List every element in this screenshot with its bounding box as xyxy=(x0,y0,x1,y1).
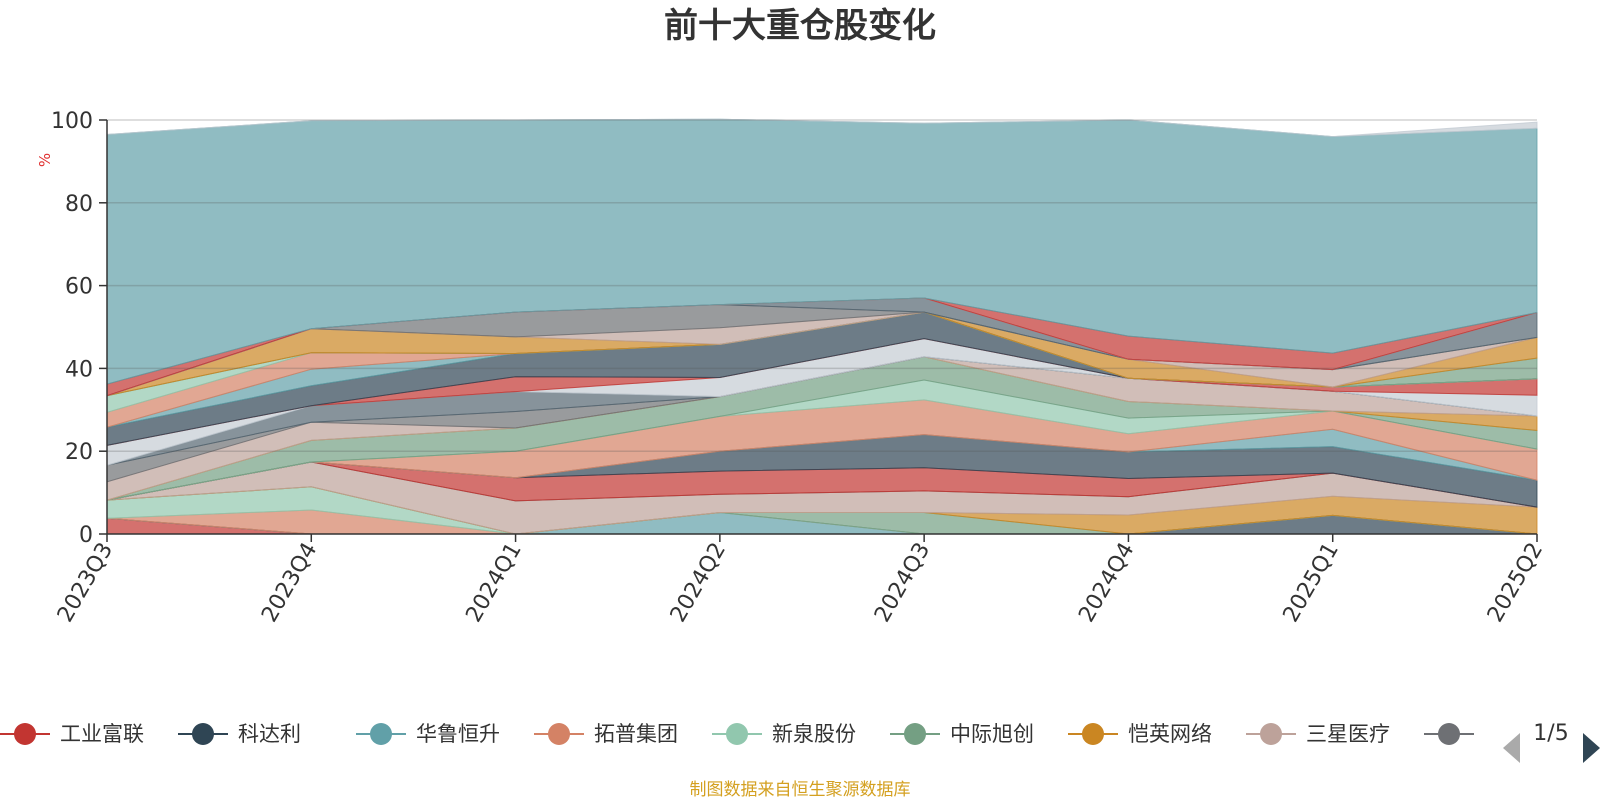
legend-marker-0 xyxy=(14,723,36,745)
legend-item-8[interactable]: 神火股份 xyxy=(1424,722,1568,746)
x-tick-label-2: 2024Q1 xyxy=(461,539,526,627)
chart-title: 前十大重仓股变化 xyxy=(664,6,936,46)
area-series-33 xyxy=(106,118,1538,138)
legend-marker-3 xyxy=(548,723,570,745)
legend-item-7[interactable]: 三星医疗 xyxy=(1246,722,1390,746)
legend-item-0[interactable]: 工业富联 xyxy=(0,722,144,746)
y-tick-label-4: 80 xyxy=(65,192,93,217)
legend-label-0: 工业富联 xyxy=(60,722,144,746)
y-tick-label-0: 0 xyxy=(79,523,93,548)
legend-next-icon[interactable] xyxy=(1583,733,1600,763)
legend-label-2: 华鲁恒升 xyxy=(416,722,500,746)
x-tick-label-5: 2024Q4 xyxy=(1074,539,1139,627)
legend-label-6: 恺英网络 xyxy=(1128,722,1212,746)
legend-item-3[interactable]: 拓普集团 xyxy=(534,722,678,746)
legend-marker-8 xyxy=(1438,723,1460,745)
legend-marker-7 xyxy=(1260,723,1282,745)
legend-label-4: 新泉股份 xyxy=(772,722,856,746)
x-tick-label-0: 2023Q3 xyxy=(53,539,118,627)
legend-marker-2 xyxy=(370,723,392,745)
legend-label-3: 拓普集团 xyxy=(594,722,678,746)
stacked-areas xyxy=(106,118,1538,535)
y-tick-label-3: 60 xyxy=(65,275,93,300)
legend-item-6[interactable]: 恺英网络 xyxy=(1068,722,1212,746)
x-tick-label-6: 2025Q1 xyxy=(1279,539,1344,627)
legend-pager[interactable]: 1/5 xyxy=(1503,721,1600,763)
legend-item-1[interactable]: 科达利 xyxy=(178,722,301,746)
x-tick-label-3: 2024Q2 xyxy=(666,539,731,627)
legend-marker-6 xyxy=(1082,723,1104,745)
legend[interactable]: 工业富联 科达利 华鲁恒升 拓普集团 新泉股份 中际旭创 恺英网络 三星医疗 神火股份 xyxy=(0,722,1568,746)
x-tick-label-4: 2024Q3 xyxy=(870,539,935,627)
source-footnote: 制图数据来自恒生聚源数据库 xyxy=(690,780,911,800)
legend-item-4[interactable]: 新泉股份 xyxy=(712,722,856,746)
legend-page-indicator: 1/5 xyxy=(1533,721,1568,746)
legend-marker-4 xyxy=(726,723,748,745)
legend-item-5[interactable]: 中际旭创 xyxy=(890,722,1034,746)
legend-label-7: 三星医疗 xyxy=(1306,722,1390,746)
x-tick-label-7: 2025Q2 xyxy=(1483,539,1548,627)
legend-label-5: 中际旭创 xyxy=(950,722,1034,746)
y-tick-label-5: 100 xyxy=(51,109,93,134)
y-tick-label-1: 20 xyxy=(65,440,93,465)
legend-label-1: 科达利 xyxy=(238,722,301,746)
y-axis-unit: % xyxy=(36,153,54,167)
legend-marker-5 xyxy=(904,723,926,745)
gridlines xyxy=(107,119,1537,452)
legend-marker-1 xyxy=(192,723,214,745)
legend-item-2[interactable]: 华鲁恒升 xyxy=(356,722,500,746)
legend-prev-icon[interactable] xyxy=(1503,733,1520,763)
y-tick-label-2: 40 xyxy=(65,357,93,382)
x-tick-label-1: 2023Q4 xyxy=(257,539,322,627)
